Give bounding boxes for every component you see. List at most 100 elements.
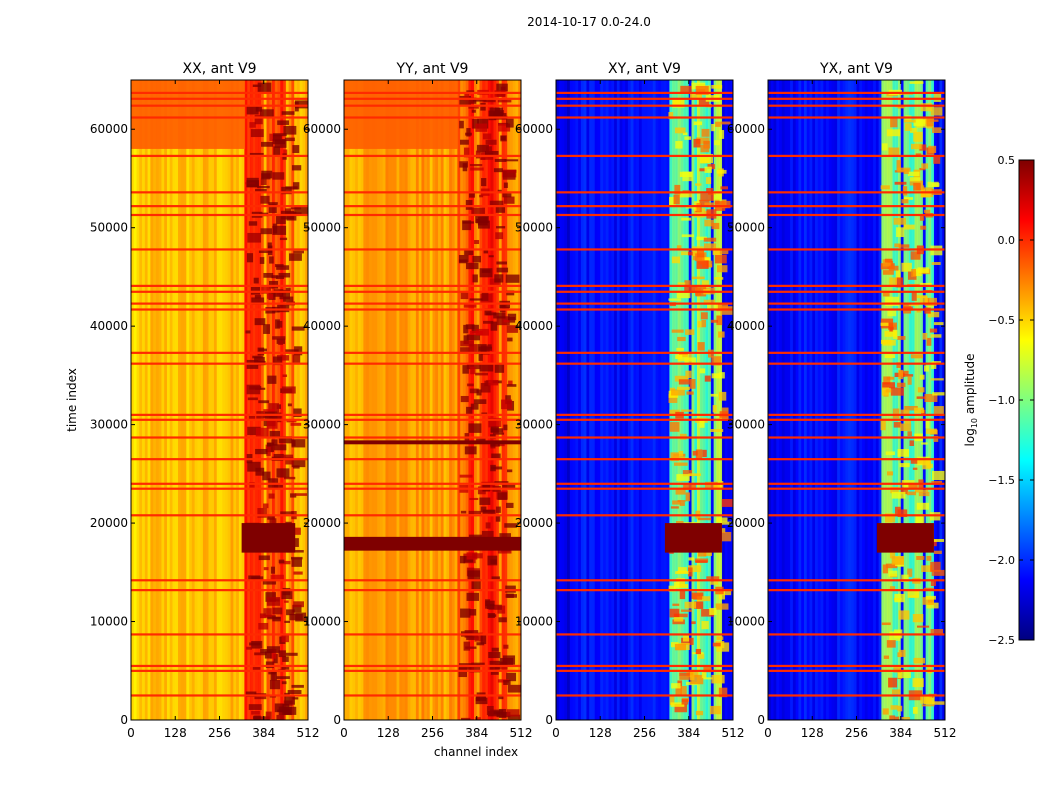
flagged-row bbox=[344, 248, 521, 251]
y-tick-label: 10000 bbox=[515, 615, 553, 629]
channel-stripe bbox=[244, 80, 248, 720]
channel-stripe bbox=[939, 80, 943, 720]
y-tick-label: 10000 bbox=[303, 615, 341, 629]
channel-stripe bbox=[801, 80, 805, 720]
y-tick-label: 0 bbox=[545, 713, 553, 727]
flagged-row bbox=[768, 418, 945, 421]
x-tick-label: 0 bbox=[552, 726, 560, 740]
flagged-row bbox=[556, 664, 733, 668]
flagged-row bbox=[768, 308, 945, 311]
channel-stripe bbox=[708, 80, 712, 720]
channel-stripe bbox=[344, 80, 348, 720]
channel-stripe bbox=[429, 80, 434, 720]
saturated-row bbox=[241, 523, 296, 553]
channel-stripe bbox=[655, 80, 659, 720]
flagged-row bbox=[556, 579, 733, 582]
x-tick-label: 256 bbox=[208, 726, 231, 740]
channel-stripe bbox=[578, 80, 582, 720]
channel-stripe bbox=[379, 80, 384, 720]
flagged-row bbox=[556, 694, 733, 697]
flagged-row bbox=[131, 362, 308, 365]
channel-stripe bbox=[889, 80, 894, 720]
channel-stripe bbox=[490, 80, 494, 720]
channel-stripe bbox=[413, 80, 417, 720]
channel-stripe bbox=[812, 80, 816, 720]
channel-stripe bbox=[272, 80, 276, 720]
flagged-row bbox=[768, 579, 945, 582]
channel-stripe bbox=[677, 80, 682, 720]
y-tick-label: 40000 bbox=[515, 319, 553, 333]
channel-stripe bbox=[302, 80, 306, 720]
x-tick-label: 128 bbox=[164, 726, 187, 740]
channel-stripe bbox=[191, 80, 196, 720]
channel-stripe bbox=[280, 80, 284, 720]
y-tick-label: 30000 bbox=[303, 418, 341, 432]
channel-stripe bbox=[443, 80, 447, 720]
flagged-row bbox=[556, 351, 733, 354]
channel-stripe bbox=[567, 80, 571, 720]
flagged-row bbox=[344, 308, 521, 311]
channel-stripe bbox=[781, 80, 786, 720]
channel-stripe bbox=[699, 80, 704, 720]
flagged-row bbox=[344, 154, 521, 158]
saturated-row bbox=[876, 523, 934, 553]
y-tick-label: 40000 bbox=[303, 319, 341, 333]
y-tick-label: 20000 bbox=[90, 516, 128, 530]
y-tick-label: 0 bbox=[757, 713, 765, 727]
channel-stripe bbox=[142, 80, 146, 720]
channel-stripe bbox=[446, 80, 450, 720]
flagged-row bbox=[556, 205, 733, 208]
panel-title: XX, ant V9 bbox=[183, 61, 257, 77]
y-tick-label: 40000 bbox=[727, 319, 765, 333]
y-axis-label: time index bbox=[65, 368, 79, 432]
x-tick-label: 512 bbox=[297, 726, 320, 740]
flagged-row bbox=[556, 482, 733, 485]
channel-stripe bbox=[636, 80, 640, 720]
channel-stripe bbox=[208, 80, 212, 720]
x-tick-label: 512 bbox=[722, 726, 745, 740]
channel-stripe bbox=[702, 80, 706, 720]
channel-stripe bbox=[806, 80, 811, 720]
y-tick-label: 30000 bbox=[515, 418, 553, 432]
flagged-row bbox=[131, 482, 308, 485]
flagged-row bbox=[556, 418, 733, 421]
flagged-row bbox=[131, 104, 308, 107]
flagged-row bbox=[768, 290, 945, 293]
panel-title: YY, ant V9 bbox=[396, 61, 469, 77]
x-tick-label: 256 bbox=[633, 726, 656, 740]
flagged-row bbox=[344, 97, 521, 100]
channel-stripe bbox=[161, 80, 165, 720]
channel-stripe bbox=[274, 80, 279, 720]
channel-stripe bbox=[498, 80, 503, 720]
top-block bbox=[131, 80, 246, 149]
channel-stripe bbox=[828, 80, 833, 720]
flagged-row bbox=[344, 458, 521, 461]
flagged-row bbox=[344, 104, 521, 107]
channel-stripe bbox=[713, 80, 718, 720]
channel-stripe bbox=[911, 80, 916, 720]
channel-stripe bbox=[873, 80, 877, 720]
channel-stripe bbox=[238, 80, 243, 720]
flagged-row bbox=[131, 308, 308, 311]
y-tick-label: 0 bbox=[120, 713, 128, 727]
x-tick-label: 256 bbox=[421, 726, 444, 740]
channel-stripe bbox=[471, 80, 475, 720]
heatmap-image bbox=[344, 80, 521, 720]
flagged-row bbox=[768, 664, 945, 668]
channel-stripe bbox=[942, 80, 945, 720]
channel-stripe bbox=[385, 80, 389, 720]
panel-4: YX, ant V9 0 128 256 384 512 0 10000 20000 30000 4… bbox=[727, 61, 957, 740]
panel-1: XX, ant V9 0 128 256 384 512 0 10000 20000 30000 4… bbox=[90, 61, 320, 740]
channel-stripe bbox=[625, 80, 629, 720]
flagged-row bbox=[131, 664, 308, 668]
channel-stripe bbox=[697, 80, 701, 720]
channel-stripe bbox=[867, 80, 871, 720]
channel-stripe bbox=[600, 80, 604, 720]
y-tick-label: 60000 bbox=[515, 122, 553, 136]
channel-stripe bbox=[809, 80, 813, 720]
flagged-row bbox=[556, 91, 733, 94]
colorbar-label: log10 amplitude bbox=[963, 354, 979, 447]
channel-stripe bbox=[407, 80, 411, 720]
flagged-row bbox=[768, 487, 945, 490]
y-tick-label: 20000 bbox=[303, 516, 341, 530]
